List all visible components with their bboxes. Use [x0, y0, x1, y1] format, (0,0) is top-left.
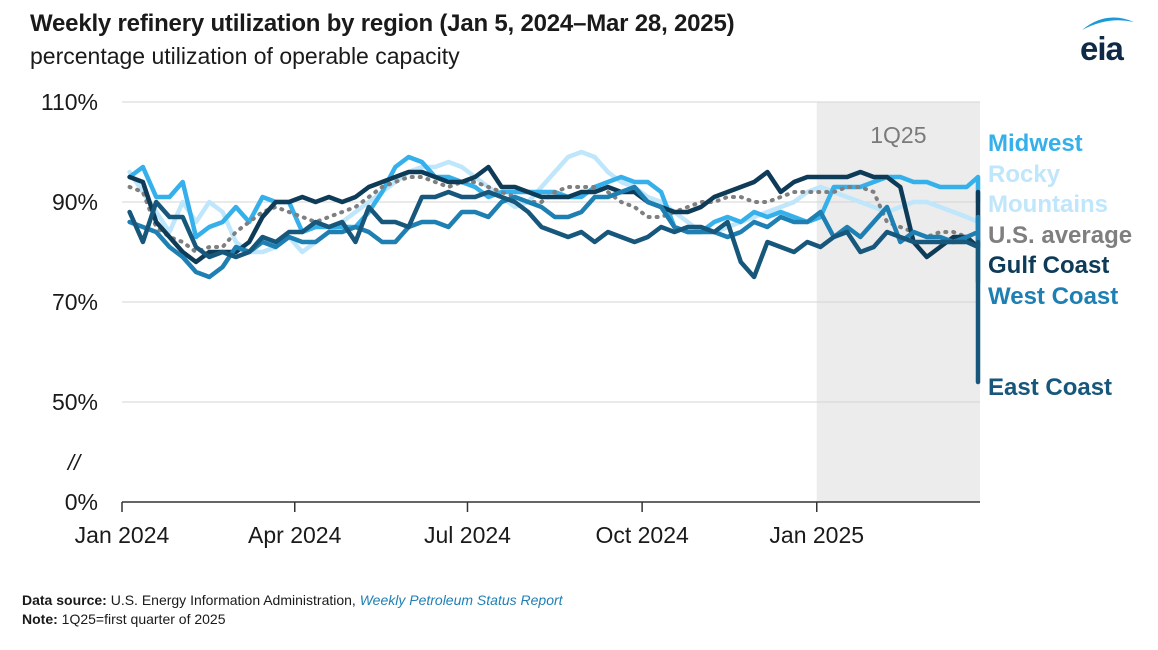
series-line-gulf-coast — [127, 164, 981, 265]
source-label: Data source: — [22, 592, 107, 608]
labels-layer: Rocky Mountains Midwest U.S. average Gulf Co… — [988, 130, 1132, 401]
series-label-west-coast: West Coast — [988, 283, 1118, 310]
series-label-rocky-mountains: Rocky — [988, 161, 1061, 188]
x-tick-label: Apr 2024 — [248, 522, 342, 548]
y-tick-label: 90% — [52, 189, 98, 215]
series-line-east-coast — [127, 189, 981, 385]
series-label-east-coast: East Coast — [988, 374, 1112, 401]
series-label-midwest: Midwest — [988, 130, 1083, 157]
eia-logo: eia — [1076, 8, 1140, 68]
x-tick-label: Oct 2024 — [595, 522, 689, 548]
chart-subtitle: percentage utilization of operable capac… — [30, 43, 460, 69]
y-tick-label: 0% — [65, 489, 98, 515]
axis-break-label: // — [66, 450, 82, 475]
source-link[interactable]: Weekly Petroleum Status Report — [359, 592, 563, 608]
axis-layer: 110% 90% 70% 50% 0% // Jan 2024 Apr 2024 Jul 202… — [41, 89, 980, 548]
x-tick-label: Jan 2024 — [75, 522, 170, 548]
y-tick-label: 70% — [52, 289, 98, 315]
series-label-u-s-average: U.S. average — [988, 222, 1132, 249]
note-text: 1Q25=first quarter of 2025 — [61, 611, 226, 627]
chart-title: Weekly refinery utilization by region (J… — [30, 10, 735, 37]
data-source-line: Data source: U.S. Energy Information Adm… — [22, 592, 563, 608]
series-layer — [127, 149, 981, 385]
y-tick-label: 110% — [41, 89, 98, 115]
note-line: Note: 1Q25=first quarter of 2025 — [22, 611, 226, 627]
x-tick-label: Jul 2024 — [424, 522, 511, 548]
series-label-gulf-coast: Gulf Coast — [988, 252, 1109, 279]
shaded-region-label: 1Q25 — [870, 122, 926, 148]
gridlines-layer — [122, 101, 980, 403]
x-tick-label: Jan 2025 — [769, 522, 864, 548]
logo-text: eia — [1080, 30, 1124, 67]
logo-swoosh-icon — [1082, 17, 1134, 30]
source-text: U.S. Energy Information Administration, — [110, 592, 356, 608]
series-line-u-s-average — [127, 175, 980, 254]
note-label: Note: — [22, 611, 58, 627]
y-tick-label: 50% — [52, 389, 98, 415]
line-chart: 1Q25 110% 90% 70% 50% 0% // Jan 2024 Apr 2024 Ju… — [41, 89, 1132, 548]
series-label-rocky-mountains: Mountains — [988, 191, 1108, 218]
